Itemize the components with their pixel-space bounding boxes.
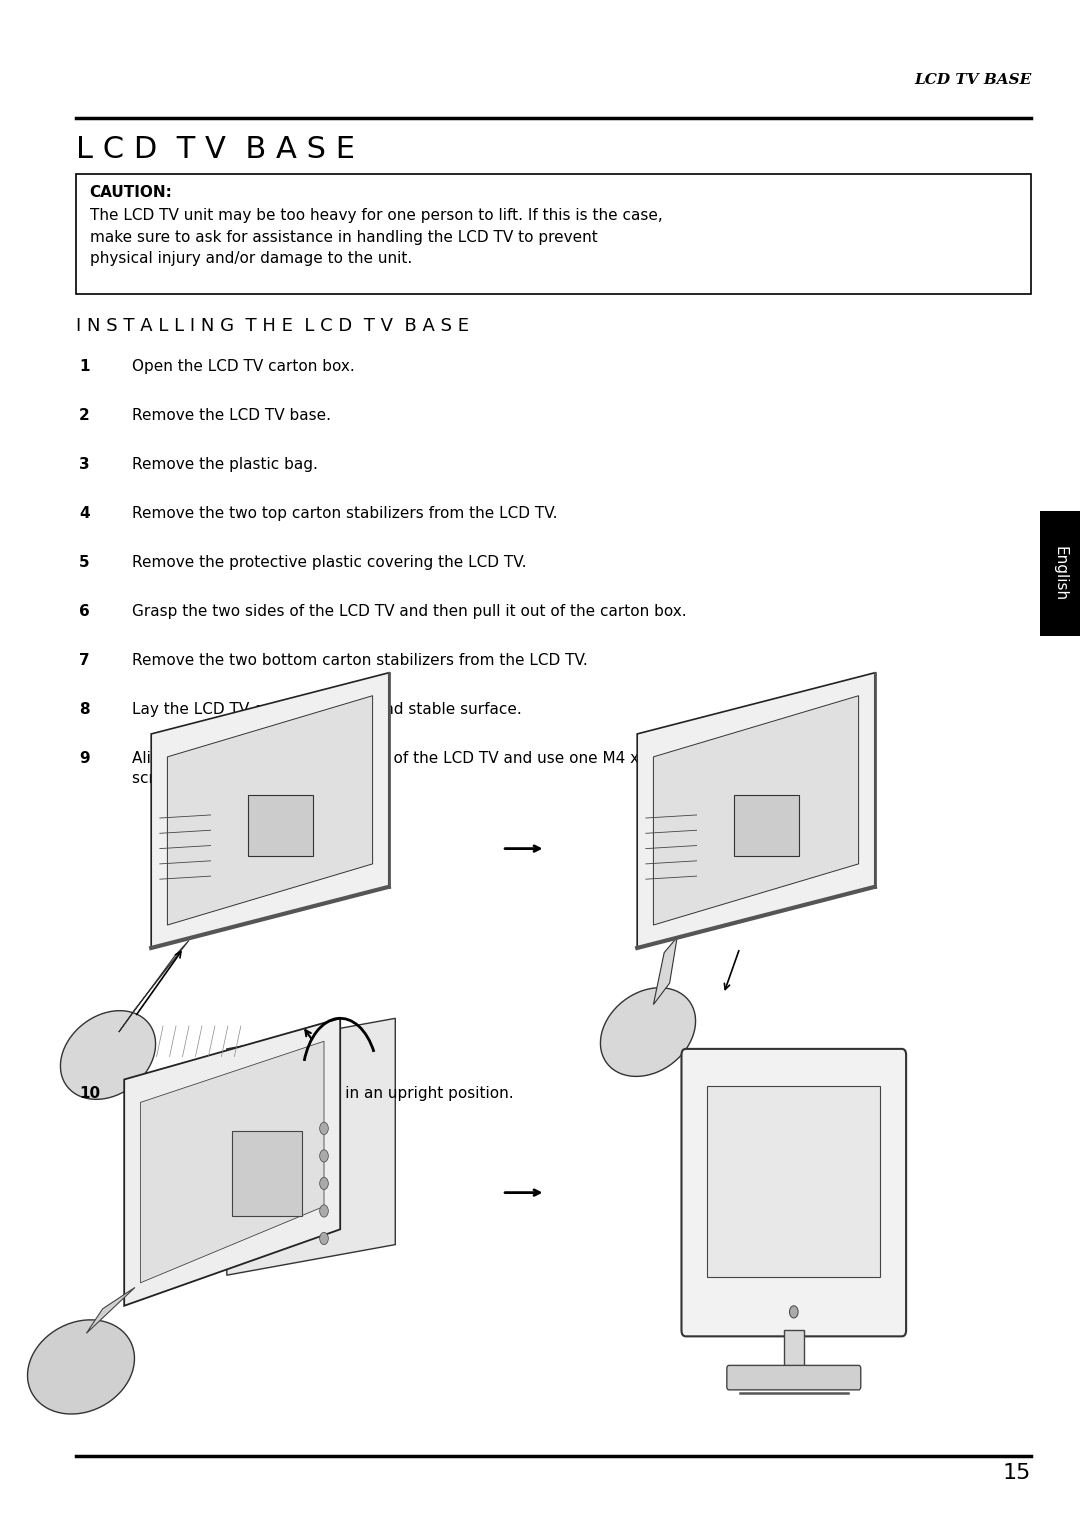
Circle shape <box>789 1306 798 1318</box>
FancyBboxPatch shape <box>232 1131 302 1216</box>
Polygon shape <box>637 673 875 948</box>
Circle shape <box>320 1122 328 1135</box>
Text: Remove the protective plastic covering the LCD TV.: Remove the protective plastic covering t… <box>132 555 526 570</box>
Text: L C D  T V  B A S E: L C D T V B A S E <box>76 135 354 164</box>
Text: 6: 6 <box>79 604 90 619</box>
Text: Grasp the two sides of the LCD TV and then pull it out of the carton box.: Grasp the two sides of the LCD TV and th… <box>132 604 687 619</box>
Text: 2: 2 <box>79 408 90 424</box>
Circle shape <box>320 1150 328 1162</box>
Text: 5: 5 <box>79 555 90 570</box>
Text: Remove the two top carton stabilizers from the LCD TV.: Remove the two top carton stabilizers fr… <box>132 506 557 521</box>
FancyBboxPatch shape <box>248 795 313 856</box>
Ellipse shape <box>60 1011 156 1099</box>
Ellipse shape <box>27 1320 135 1414</box>
FancyBboxPatch shape <box>707 1086 880 1277</box>
Polygon shape <box>140 1041 324 1283</box>
Text: Lay the LCD TV on a clear, flat, and stable surface.: Lay the LCD TV on a clear, flat, and sta… <box>132 702 522 717</box>
Text: CAUTION:: CAUTION: <box>90 185 173 200</box>
Text: Remove the two bottom carton stabilizers from the LCD TV.: Remove the two bottom carton stabilizers… <box>132 653 588 668</box>
FancyBboxPatch shape <box>681 1049 906 1336</box>
FancyBboxPatch shape <box>734 795 799 856</box>
Text: 3: 3 <box>79 457 90 472</box>
Polygon shape <box>86 1287 135 1333</box>
Polygon shape <box>151 673 389 948</box>
Text: 8: 8 <box>79 702 90 717</box>
Polygon shape <box>653 937 677 1005</box>
Circle shape <box>320 1232 328 1245</box>
FancyBboxPatch shape <box>76 174 1031 294</box>
Circle shape <box>320 1205 328 1217</box>
Text: Remove the LCD TV base.: Remove the LCD TV base. <box>132 408 330 424</box>
Text: Open the LCD TV carton box.: Open the LCD TV carton box. <box>132 359 354 375</box>
Text: English: English <box>1053 546 1067 601</box>
Polygon shape <box>119 940 189 1032</box>
Polygon shape <box>653 696 859 925</box>
Polygon shape <box>167 696 373 925</box>
FancyBboxPatch shape <box>727 1365 861 1390</box>
Polygon shape <box>124 1018 340 1306</box>
FancyBboxPatch shape <box>784 1330 804 1368</box>
Text: 9: 9 <box>79 751 90 766</box>
Text: Align the base to the bottom side of the LCD TV and use one M4 x L10 mm
screw to: Align the base to the bottom side of the… <box>132 751 706 786</box>
Text: The LCD TV unit may be too heavy for one person to lift. If this is the case,
ma: The LCD TV unit may be too heavy for one… <box>90 208 662 266</box>
Text: 4: 4 <box>79 506 90 521</box>
Text: Remove the plastic bag.: Remove the plastic bag. <box>132 457 318 472</box>
Polygon shape <box>227 1018 395 1275</box>
Text: I N S T A L L I N G  T H E  L C D  T V  B A S E: I N S T A L L I N G T H E L C D T V B A … <box>76 317 469 335</box>
Text: 1: 1 <box>79 359 90 375</box>
FancyBboxPatch shape <box>1040 511 1080 636</box>
Text: Carefully orient the LCD TV in an upright position.: Carefully orient the LCD TV in an uprigh… <box>132 1086 513 1101</box>
Ellipse shape <box>600 988 696 1076</box>
Text: 10: 10 <box>79 1086 100 1101</box>
Circle shape <box>320 1177 328 1190</box>
Text: 7: 7 <box>79 653 90 668</box>
Text: LCD TV BASE: LCD TV BASE <box>914 73 1031 87</box>
Text: 15: 15 <box>1003 1463 1031 1483</box>
